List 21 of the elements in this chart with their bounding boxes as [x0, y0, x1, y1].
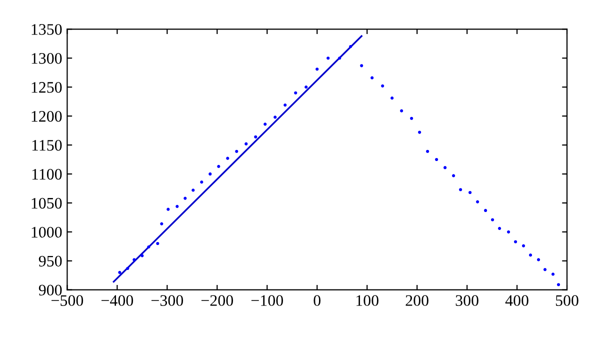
- y-tick-label: 1350: [32, 24, 62, 35]
- y-tick-label: 1150: [32, 140, 62, 151]
- x-tick-label: 300: [456, 295, 478, 306]
- x-tick-label: −200: [201, 295, 234, 306]
- y-tick-label: 1100: [32, 168, 62, 180]
- x-tick-label: 100: [356, 295, 378, 306]
- x-tick-label: 400: [505, 295, 528, 306]
- y-tick-label: 1200: [32, 110, 62, 122]
- y-tick-label: 1000: [32, 226, 62, 238]
- x-tick-label: −500: [52, 295, 84, 306]
- x-tick-label: −100: [251, 295, 283, 306]
- y-tick-label: 950: [38, 256, 62, 267]
- y-tick-label: 1050: [32, 198, 62, 209]
- y-tick-label: 900: [38, 284, 62, 296]
- x-tick-label: 500: [556, 295, 578, 306]
- x-tick-label: −400: [101, 295, 134, 306]
- x-tick-label: −300: [151, 295, 184, 306]
- y-tick-label: 1250: [32, 82, 62, 93]
- y-tick-label: 1300: [32, 53, 62, 64]
- x-tick-label: 0: [314, 295, 320, 306]
- x-tick-label: 200: [406, 295, 428, 306]
